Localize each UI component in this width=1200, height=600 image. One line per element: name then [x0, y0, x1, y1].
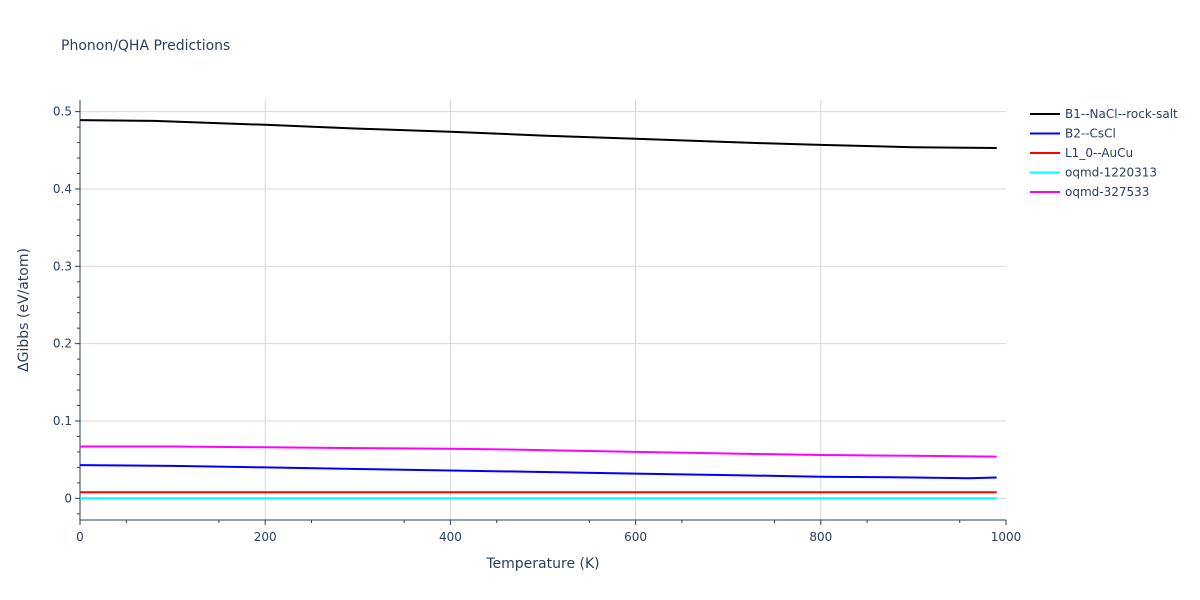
legend-label[interactable]: L1_0--AuCu — [1065, 146, 1133, 160]
series-line-B1--NaCl--rock-salt[interactable] — [79, 119, 997, 149]
y-tick-label: 0.2 — [53, 337, 72, 351]
chart-title: Phonon/QHA Predictions — [61, 38, 230, 54]
x-axis-title: Temperature (K) — [485, 556, 599, 572]
x-tick-label: 800 — [809, 530, 832, 544]
legend-label[interactable]: B1--NaCl--rock-salt — [1065, 107, 1178, 121]
legend-label[interactable]: oqmd-327533 — [1065, 185, 1149, 199]
y-tick-label: 0.4 — [53, 182, 72, 196]
legend-label[interactable]: B2--CsCl — [1065, 127, 1116, 141]
y-tick-label: 0.1 — [53, 414, 72, 428]
x-tick-label: 0 — [76, 530, 84, 544]
y-tick-label: 0 — [64, 491, 72, 505]
legend: B1--NaCl--rock-salt B2--CsCl L1_0--AuCuoqm… — [1030, 107, 1178, 199]
y-axis-title: ΔGibbs (eV/atom) — [16, 248, 32, 372]
x-tick-label: 200 — [254, 530, 277, 544]
series-line-oqmd-327533[interactable] — [80, 445, 997, 458]
y-tick-label: 0.3 — [53, 259, 72, 273]
y-tick-label: 0.5 — [53, 105, 72, 119]
axes: 0 200 400 600 800 1000 0 0.1 0.2 0.3 0.4 0.5 — [53, 100, 1021, 544]
x-tick-label: 600 — [624, 530, 647, 544]
x-tick-label: 1000 — [991, 530, 1022, 544]
x-tick-label: 400 — [439, 530, 462, 544]
plot-area[interactable] — [79, 119, 997, 500]
grid — [80, 100, 1006, 520]
series-line-B2--CsCl[interactable] — [79, 464, 997, 480]
legend-label[interactable]: oqmd-1220313 — [1065, 166, 1157, 180]
